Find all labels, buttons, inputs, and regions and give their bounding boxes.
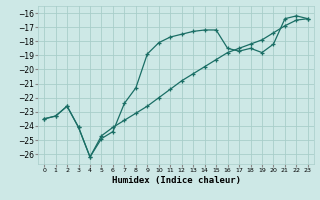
X-axis label: Humidex (Indice chaleur): Humidex (Indice chaleur) <box>111 176 241 185</box>
